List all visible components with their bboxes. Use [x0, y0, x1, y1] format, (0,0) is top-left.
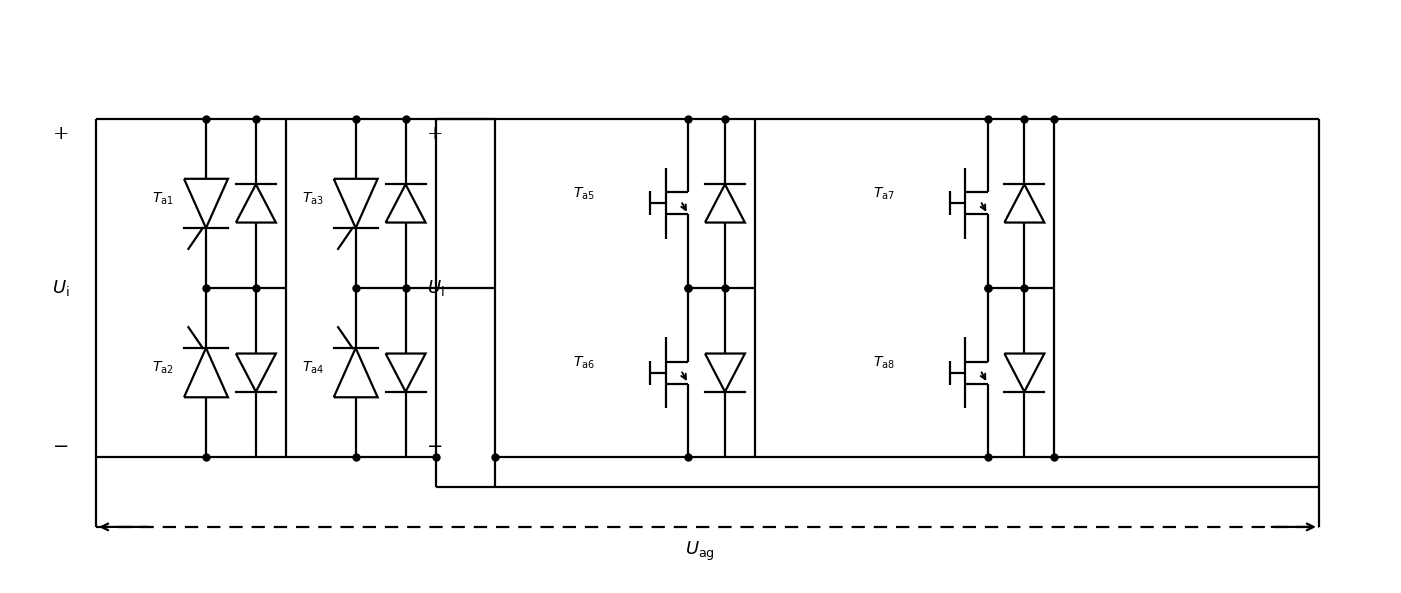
Text: $U_{\rm ag}$: $U_{\rm ag}$ — [685, 540, 715, 563]
Text: $T_{\rm a5}$: $T_{\rm a5}$ — [573, 185, 595, 202]
Text: $U_{\rm i}$: $U_{\rm i}$ — [427, 278, 444, 298]
Text: $T_{\rm a4}$: $T_{\rm a4}$ — [301, 359, 324, 376]
Text: $T_{\rm a6}$: $T_{\rm a6}$ — [573, 355, 595, 371]
Text: $T_{\rm a2}$: $T_{\rm a2}$ — [153, 359, 174, 376]
Text: $T_{\rm a1}$: $T_{\rm a1}$ — [153, 190, 174, 207]
Text: $T_{\rm a3}$: $T_{\rm a3}$ — [303, 190, 324, 207]
Text: −: − — [427, 438, 444, 456]
Text: −: − — [53, 438, 70, 456]
Text: $T_{\rm a7}$: $T_{\rm a7}$ — [873, 185, 895, 202]
Text: $T_{\rm a8}$: $T_{\rm a8}$ — [873, 355, 895, 371]
Text: +: + — [53, 125, 70, 143]
Text: $U_{\rm i}$: $U_{\rm i}$ — [52, 278, 70, 298]
Text: +: + — [427, 125, 444, 143]
